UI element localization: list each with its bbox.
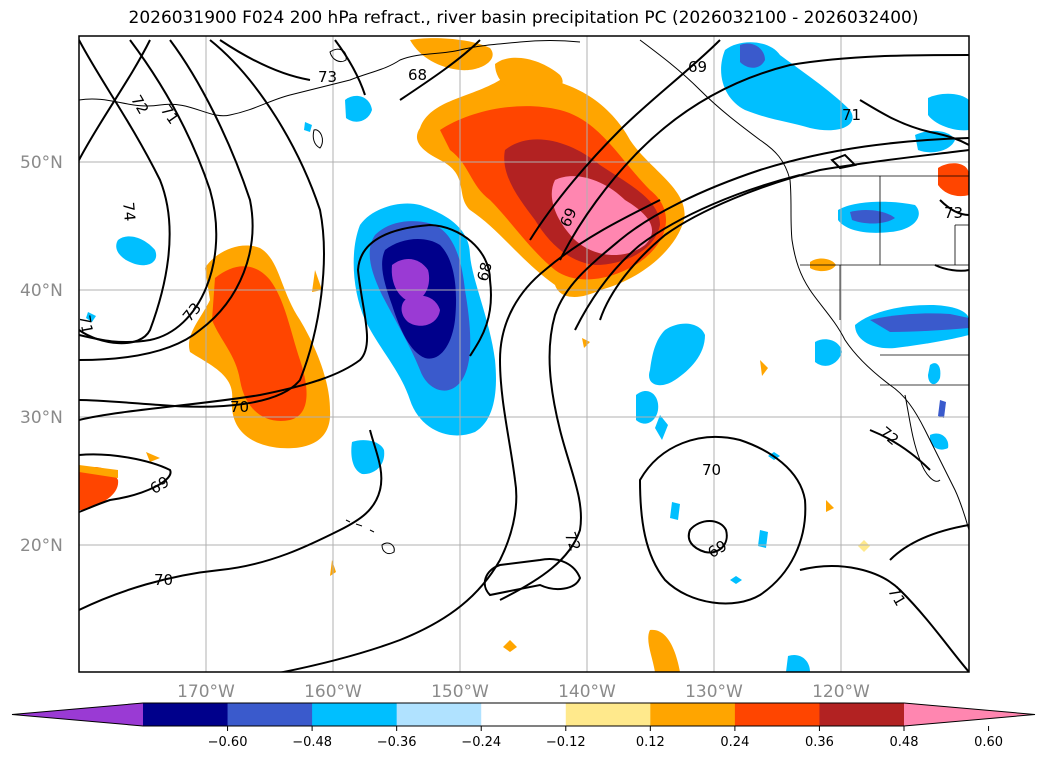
contour-label-70-southwest: 70	[154, 571, 173, 589]
contour-label-71-west: 71	[75, 314, 96, 336]
negative-anomaly-east	[636, 42, 969, 672]
contour-label-73-east: 73	[944, 204, 963, 222]
contour-label-69-northeast: 69	[688, 58, 707, 76]
positive-anomaly-east	[146, 163, 969, 672]
longitude-label-170w: 170°W	[177, 682, 235, 702]
contour-label-74: 74	[119, 201, 139, 222]
colorbar-extend-high	[904, 703, 1035, 726]
colorbar: −0.60 −0.48 −0.36 −0.24 −0.12 0.12 0.24 0.36 0.4…	[11, 702, 1036, 750]
colorbar-segment	[734, 703, 820, 726]
contour-label-71-northeast: 71	[842, 106, 861, 124]
colorbar-tick-label: 0.12	[636, 735, 665, 750]
contour-label-70-east: 70	[702, 461, 721, 479]
latitude-label-20n: 20°N	[20, 536, 63, 556]
coastlines	[79, 39, 969, 555]
colorbar-tick-label: 0.48	[890, 735, 919, 750]
contour-label-70-west: 70	[230, 398, 249, 416]
contour-label-73-northwest: 73	[318, 68, 337, 86]
positive-anomaly-west	[79, 245, 331, 510]
longitude-label-130w: 130°W	[685, 682, 743, 702]
longitude-label-160w: 160°W	[304, 682, 362, 702]
latitude-axis: 50°N 40°N 30°N 20°N	[20, 153, 63, 556]
colorbar-segment	[819, 703, 905, 726]
colorbar-segment	[143, 703, 229, 726]
negative-anomaly-west	[86, 95, 372, 322]
contour-label-72-south: 72	[561, 529, 584, 553]
refractivity-contours	[79, 39, 969, 672]
colorbar-segment	[396, 703, 482, 726]
longitude-label-150w: 150°W	[431, 682, 489, 702]
colorbar-extend-low	[12, 703, 143, 726]
contour-label-68-central: 68	[474, 260, 496, 283]
latitude-label-40n: 40°N	[20, 281, 63, 301]
map-title: 2026031900 F024 200 hPa refract., river …	[128, 8, 919, 28]
colorbar-segment	[312, 703, 398, 726]
longitude-axis: 170°W 160°W 150°W 140°W 130°W 120°W	[177, 682, 870, 702]
colorbar-tick-label: −0.24	[461, 735, 501, 750]
country-borders	[795, 175, 969, 386]
colorbar-segment	[565, 703, 651, 726]
colorbar-segment	[227, 703, 313, 726]
colorbar-tick-label: −0.48	[292, 735, 332, 750]
longitude-label-140w: 140°W	[558, 682, 616, 702]
map-frame	[78, 35, 970, 673]
colorbar-tick-label: 0.36	[805, 735, 834, 750]
colorbar-segment	[650, 703, 736, 726]
longitude-label-120w: 120°W	[812, 682, 870, 702]
colorbar-tick-label: −0.12	[546, 735, 586, 750]
colorbar-tick-label: −0.60	[208, 735, 248, 750]
colorbar-tick-label: 0.60	[974, 735, 1003, 750]
colorbar-tick-label: −0.36	[377, 735, 417, 750]
map-canvas: 72 71 74 73 71 70 69 68 68 69 69 71 73 7…	[75, 36, 969, 672]
colorbar-outline	[11, 702, 1036, 727]
colorbar-tick-label: 0.24	[720, 735, 749, 750]
latitude-label-30n: 30°N	[20, 408, 63, 428]
contour-label-68-north: 68	[408, 66, 427, 84]
latitude-label-50n: 50°N	[20, 153, 63, 173]
colorbar-segment	[481, 703, 567, 726]
